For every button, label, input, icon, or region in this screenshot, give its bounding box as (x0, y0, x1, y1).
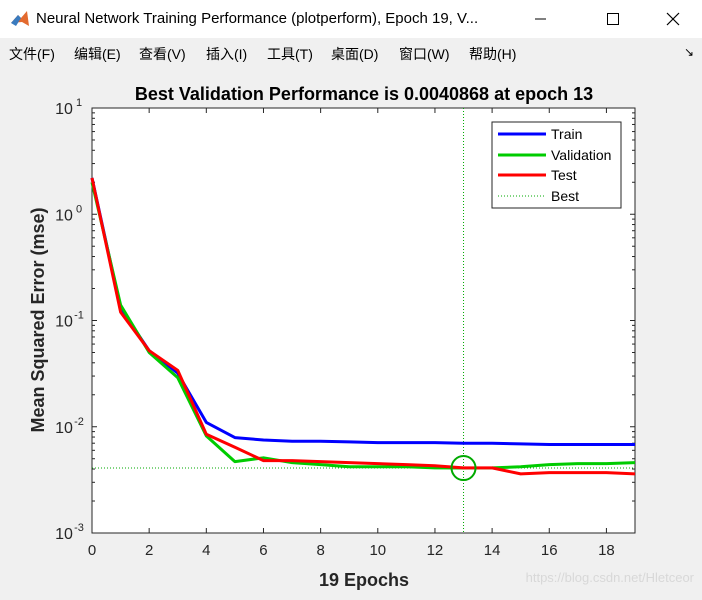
y-tick-label: 10 (55, 101, 73, 118)
close-icon (666, 12, 680, 26)
window-title: Neural Network Training Performance (plo… (36, 10, 479, 27)
x-tick-label: 2 (145, 542, 153, 559)
y-tick-exponent: -3 (74, 522, 84, 534)
best-marker (450, 455, 477, 482)
menu-file[interactable]: 文件(F) (9, 46, 55, 62)
menu-bar: 文件(F) 编辑(E) 查看(V) 插入(I) 工具(T) 桌面(D) 窗口(W… (0, 38, 702, 66)
x-tick-label: 16 (541, 542, 558, 559)
legend: Train Validation Test Best (491, 121, 622, 209)
x-axis-label: 19 Epochs (319, 570, 409, 590)
x-tick-label: 4 (202, 542, 210, 559)
menu-window[interactable]: 窗口(W) (399, 46, 450, 62)
legend-test-label: Test (551, 167, 577, 183)
matlab-icon (11, 11, 29, 26)
y-axis-label: Mean Squared Error (mse) (28, 207, 48, 432)
title-bar: Neural Network Training Performance (plo… (0, 0, 702, 38)
y-tick-exponent: 1 (76, 97, 82, 109)
series-validation-line (90, 181, 636, 470)
menu-help[interactable]: 帮助(H) (469, 46, 517, 62)
y-tick-label: 10 (55, 314, 73, 331)
legend-box (491, 121, 622, 209)
maximize-icon (607, 13, 619, 25)
x-tick-label: 8 (316, 542, 324, 559)
menu-tools[interactable]: 工具(T) (267, 46, 313, 62)
x-tick-label: 0 (88, 542, 96, 559)
figure-area: Best Validation Performance is 0.0040868… (0, 66, 702, 595)
close-button[interactable] (650, 0, 696, 38)
y-tick-label: 10 (55, 526, 73, 543)
menu-edit[interactable]: 编辑(E) (74, 46, 121, 62)
legend-validation-label: Validation (551, 147, 611, 163)
watermark-text: https://blog.csdn.net/Hletceor (526, 570, 695, 585)
menu-desktop[interactable]: 桌面(D) (331, 46, 379, 62)
x-tick-label: 6 (259, 542, 267, 559)
minimize-button[interactable] (518, 0, 564, 38)
series-test-line (90, 177, 636, 476)
x-tick-label: 12 (427, 542, 444, 559)
x-tick-label: 10 (369, 542, 386, 559)
performance-chart: Best Validation Performance is 0.0040868… (28, 84, 695, 590)
y-tick-exponent: -1 (74, 310, 84, 322)
minimize-icon (535, 18, 546, 20)
x-tick-label: 18 (598, 542, 615, 559)
maximize-button[interactable] (590, 0, 636, 38)
y-tick-label: 10 (55, 420, 73, 437)
y-tick-exponent: 0 (76, 203, 82, 215)
x-tick-label: 14 (484, 542, 501, 559)
y-tick-label: 10 (55, 207, 73, 224)
menu-insert[interactable]: 插入(I) (206, 46, 248, 62)
menu-view[interactable]: 查看(V) (139, 46, 186, 62)
chart-title: Best Validation Performance is 0.0040868… (135, 84, 593, 104)
y-tick-exponent: -2 (74, 416, 84, 428)
series-lines (90, 177, 636, 476)
dock-arrow-icon[interactable]: ↘ (683, 45, 694, 59)
legend-train-label: Train (551, 126, 582, 142)
legend-best-label: Best (551, 188, 579, 204)
best-lines (92, 108, 635, 533)
